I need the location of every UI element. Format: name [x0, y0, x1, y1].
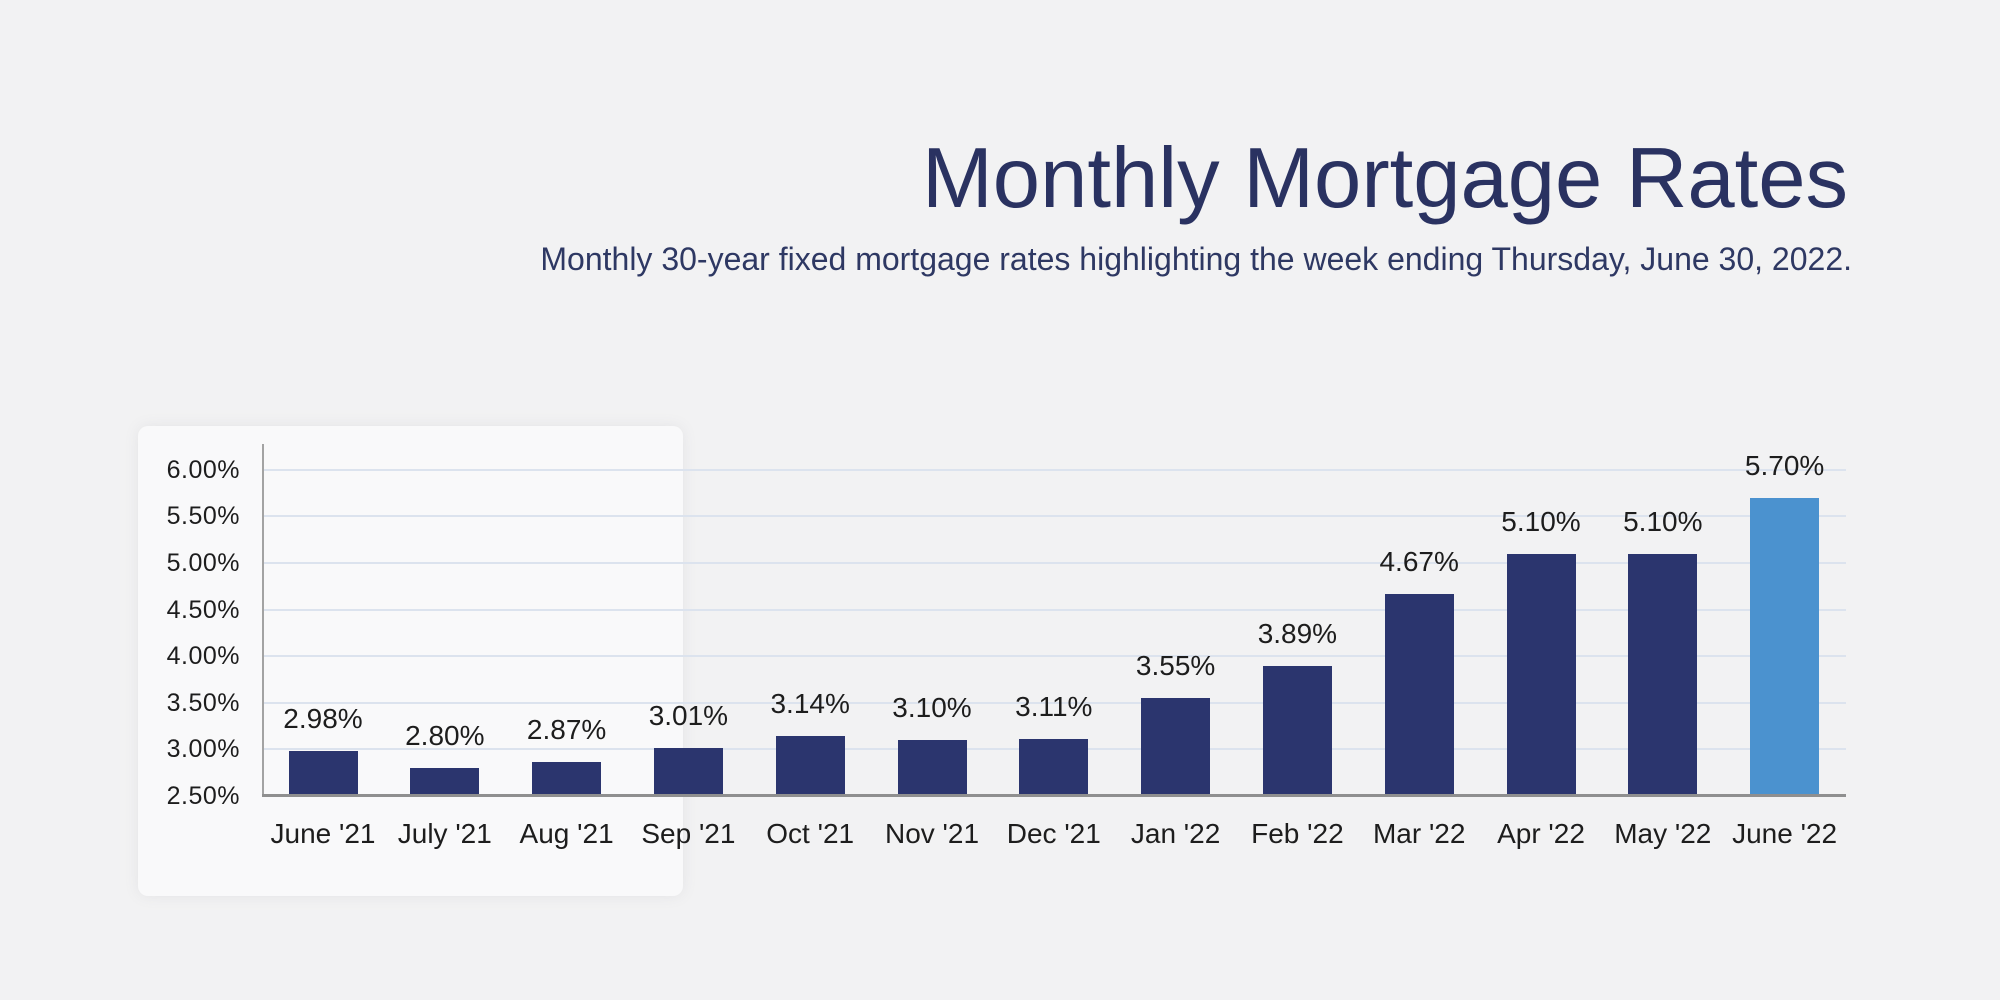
bar-value-label: 3.10% [892, 692, 972, 724]
x-axis-tick-label: Mar '22 [1372, 818, 1466, 849]
bar-value-label: 3.89% [1257, 618, 1338, 650]
bar [1384, 593, 1454, 796]
y-axis-tick-label: 5.50% [166, 502, 240, 531]
bar-value-label: 2.87% [526, 713, 607, 745]
x-axis-tick-label: Jan '22 [1130, 818, 1221, 849]
chart-backdrop [138, 426, 683, 896]
y-axis-tick-label: 3.50% [166, 688, 240, 717]
bar-highlighted [1750, 497, 1820, 796]
x-axis-tick-label: June '21 [270, 818, 376, 849]
y-axis-tick-label: 3.00% [166, 735, 240, 764]
bar-value-label: 3.11% [1015, 691, 1093, 723]
x-axis-tick-label: July '21 [397, 818, 492, 849]
bar-value-label: 3.01% [648, 700, 729, 732]
x-axis-tick-label: May '22 [1614, 818, 1712, 849]
bar-value-label: 3.14% [770, 688, 850, 720]
chart-subtitle: Monthly 30-year fixed mortgage rates hig… [540, 241, 1852, 277]
bar-value-label: 3.55% [1135, 650, 1216, 682]
bar [1506, 553, 1576, 796]
x-axis-tick-label: June '22 [1732, 818, 1838, 849]
y-axis-tick-label: 5.00% [166, 549, 240, 577]
bar [1262, 666, 1332, 796]
bar [653, 748, 723, 796]
gridline [262, 562, 1846, 564]
x-axis-tick-label: Sep '21 [641, 818, 736, 849]
bar [288, 751, 358, 796]
bar [897, 740, 967, 796]
bar-value-label: 4.67% [1379, 545, 1459, 577]
x-axis-tick-label: Dec '21 [1006, 818, 1101, 849]
bar-value-label: 5.10% [1501, 505, 1581, 537]
bar-value-label: 5.10% [1623, 505, 1703, 537]
x-axis-tick-label: Apr '22 [1497, 818, 1585, 849]
gridline [262, 608, 1846, 611]
bar [410, 768, 480, 796]
y-axis-tick-label: 4.00% [166, 642, 240, 671]
gridline [262, 655, 1846, 658]
chart-title: Monthly Mortgage Rates [922, 131, 1848, 226]
bar-value-label: 5.70% [1744, 449, 1825, 481]
bar [1141, 698, 1211, 796]
bar-value-label: 2.98% [283, 703, 363, 735]
bar [1628, 553, 1698, 796]
bar [775, 736, 845, 796]
x-axis-tick-label: Feb '22 [1251, 818, 1344, 849]
x-axis-tick-label: Aug '21 [519, 818, 614, 849]
x-axis-line [262, 794, 1846, 797]
bar-value-label: 2.80% [405, 720, 485, 752]
gridline [262, 515, 1846, 518]
bar [532, 761, 602, 796]
y-axis-tick-label: 2.50% [166, 782, 240, 810]
bar [1019, 739, 1089, 796]
y-axis-tick-label: 6.00% [166, 455, 240, 484]
x-axis-tick-label: Oct '21 [766, 818, 855, 849]
gridline [262, 701, 1846, 704]
gridline [262, 468, 1846, 471]
y-axis-line [262, 444, 264, 796]
y-axis-tick-label: 4.50% [166, 595, 240, 624]
x-axis-tick-label: Nov '21 [884, 818, 980, 849]
